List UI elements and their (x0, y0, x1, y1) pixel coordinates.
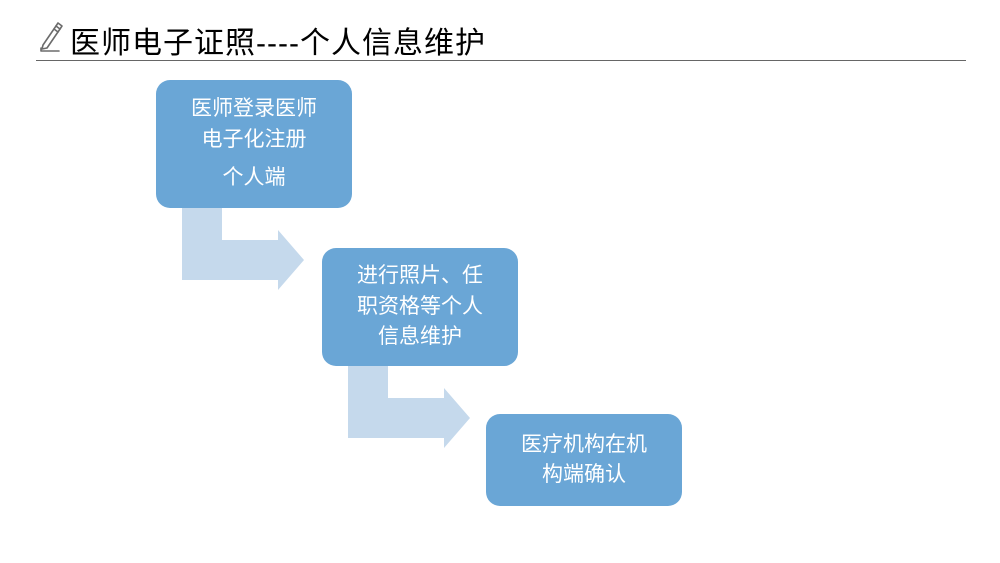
header: 医师电子证照----个人信息维护 (70, 18, 970, 62)
flow-node-text: 电子化注册 (202, 125, 307, 155)
flow-node-text: 进行照片、任 (357, 261, 483, 291)
flow-node-text: 医师登录医师 (191, 94, 317, 124)
pencil-write-icon (36, 18, 64, 52)
title-underline (36, 60, 966, 61)
flow-node-step1: 医师登录医师电子化注册个人端 (156, 80, 352, 208)
flow-node-step2: 进行照片、任职资格等个人信息维护 (322, 248, 518, 366)
flow-arrow (348, 366, 474, 462)
flow-arrow (182, 208, 308, 304)
flow-node-text: 职资格等个人 (357, 292, 483, 322)
flow-node-text: 构端确认 (542, 460, 626, 490)
flow-node-text: 信息维护 (378, 322, 462, 352)
flow-node-text: 医疗机构在机 (521, 430, 647, 460)
slide: 医师电子证照----个人信息维护 医师登录医师电子化注册个人端进行照片、任职资格… (0, 0, 1000, 563)
flow-node-step3: 医疗机构在机构端确认 (486, 414, 682, 506)
flow-node-text: 个人端 (223, 163, 286, 193)
page-title: 医师电子证照----个人信息维护 (70, 18, 970, 62)
